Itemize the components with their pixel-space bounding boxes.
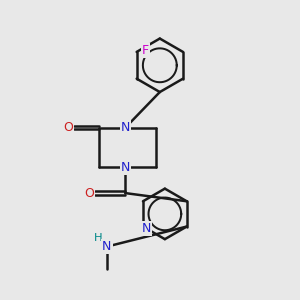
Text: N: N bbox=[121, 121, 130, 134]
Text: O: O bbox=[84, 187, 94, 200]
Text: F: F bbox=[142, 44, 149, 57]
Text: N: N bbox=[121, 161, 130, 174]
Text: N: N bbox=[141, 221, 151, 235]
Text: H: H bbox=[94, 233, 102, 243]
Text: O: O bbox=[63, 121, 73, 134]
Text: N: N bbox=[102, 240, 112, 253]
